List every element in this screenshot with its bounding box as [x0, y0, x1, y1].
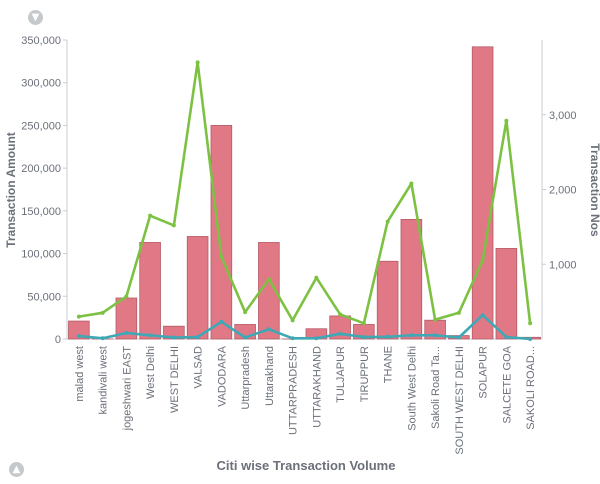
- x-tick-label: Uttarakhand: [264, 346, 276, 406]
- line-point: [385, 219, 390, 224]
- x-tick-label: VADODARA: [216, 345, 228, 407]
- x-tick-label: UTTARPRADESH: [288, 346, 300, 435]
- bar-series: [68, 46, 541, 340]
- line-point: [124, 294, 129, 299]
- line-point: [148, 213, 153, 218]
- x-tick-label: SOUTH WEST DELHI: [454, 346, 466, 455]
- line-point: [124, 331, 129, 336]
- bar: [471, 46, 494, 340]
- x-tick-label: West Delhi: [145, 346, 157, 399]
- bar: [495, 248, 518, 340]
- left-y-tick-label: 100,000: [21, 249, 61, 261]
- x-axis-title: Citi wise Transaction Volume: [217, 458, 396, 473]
- left-y-tick-labels: 0 50,000 100,000 150,000 200,000 250,000 300,0…: [21, 35, 67, 346]
- green-line-series: [78, 61, 532, 325]
- x-tick-label: SAKOLI ROAD...: [525, 346, 537, 430]
- line-point: [456, 310, 461, 315]
- line-point: [314, 336, 319, 341]
- x-tick-label: Sakoli Road Ta...: [430, 346, 442, 429]
- line-point: [100, 336, 105, 341]
- line-point: [76, 334, 81, 339]
- line-point: [361, 321, 366, 326]
- right-y-tick-label: 1,000: [549, 259, 577, 271]
- line-point: [266, 327, 271, 332]
- line-point: [195, 335, 200, 340]
- left-y-tick-label: 0: [55, 334, 61, 346]
- left-y-tick-label: 350,000: [21, 35, 61, 47]
- line-point: [266, 277, 271, 282]
- right-y-tick-label: 2,000: [549, 185, 577, 197]
- x-tick-labels: malad west kandivali west jogeshwari EAST W…: [74, 345, 537, 454]
- x-tick-label: SALCETE GOA: [501, 345, 513, 423]
- line-series: [76, 60, 533, 341]
- left-y-tick-label: 200,000: [21, 163, 61, 175]
- line-point: [528, 337, 533, 341]
- line-point: [409, 181, 414, 186]
- x-tick-label: VALSAD: [193, 346, 205, 389]
- line-point: [290, 318, 295, 323]
- left-y-tick-label: 300,000: [21, 78, 61, 90]
- line-point: [385, 334, 390, 339]
- x-tick-label: THANE: [383, 346, 395, 383]
- line-point: [148, 333, 153, 338]
- bar: [186, 236, 209, 340]
- line-point: [456, 335, 461, 340]
- line-point: [76, 314, 81, 319]
- line-point: [219, 319, 224, 324]
- bar: [68, 320, 90, 340]
- left-y-tick-label: 150,000: [21, 206, 61, 218]
- line-point: [504, 118, 509, 123]
- line-point: [480, 313, 485, 318]
- right-axis-title: Transaction Nos: [588, 143, 600, 237]
- line-point: [243, 310, 248, 315]
- line-point: [171, 335, 176, 340]
- left-axis-title: Transaction Amount: [4, 132, 18, 248]
- x-tick-label: kandivali west: [98, 346, 110, 414]
- line-point: [171, 223, 176, 228]
- collapse-chevron-up-icon[interactable]: ▲: [9, 462, 24, 477]
- bar: [210, 125, 233, 340]
- bar: [258, 242, 280, 340]
- x-tick-label: TULJAPUR: [335, 346, 347, 403]
- line-point: [433, 317, 438, 322]
- line-point: [338, 331, 343, 336]
- line-point: [480, 258, 485, 263]
- x-tick-label: SOLAPUR: [478, 346, 490, 399]
- line-point: [504, 335, 509, 340]
- left-y-tick-label: 250,000: [21, 120, 61, 132]
- line-point: [361, 335, 366, 340]
- bar: [400, 218, 423, 340]
- left-y-tick-label: 50,000: [27, 291, 61, 303]
- line-point: [243, 335, 248, 340]
- line-point: [290, 336, 295, 341]
- right-y-tick-label: 3,000: [549, 110, 577, 122]
- line-point: [528, 321, 533, 326]
- chart-axes: [66, 40, 543, 340]
- x-tick-label: Uttarpradesh: [240, 346, 252, 410]
- line-point: [219, 254, 224, 259]
- line-point: [338, 312, 343, 317]
- line-point: [100, 310, 105, 315]
- line-point: [433, 333, 438, 338]
- line-point: [409, 333, 414, 338]
- bar: [139, 242, 161, 340]
- collapse-chevron-down-icon[interactable]: ▼: [28, 10, 43, 25]
- x-tick-label: South West Delhi: [406, 346, 418, 431]
- x-tick-label: jogeshwari EAST: [121, 346, 133, 432]
- right-y-tick-labels: 1,000 2,000 3,000: [542, 110, 577, 271]
- x-tick-label: UTTARAKHAND: [311, 346, 323, 428]
- x-tick-label: malad west: [74, 346, 86, 402]
- line-point: [195, 60, 200, 65]
- teal-line-series: [78, 313, 531, 341]
- x-tick-label: TIRUPPUR: [359, 346, 371, 402]
- bar: [376, 260, 399, 340]
- x-tick-label: WEST DELHI: [169, 346, 181, 413]
- line-point: [314, 275, 319, 280]
